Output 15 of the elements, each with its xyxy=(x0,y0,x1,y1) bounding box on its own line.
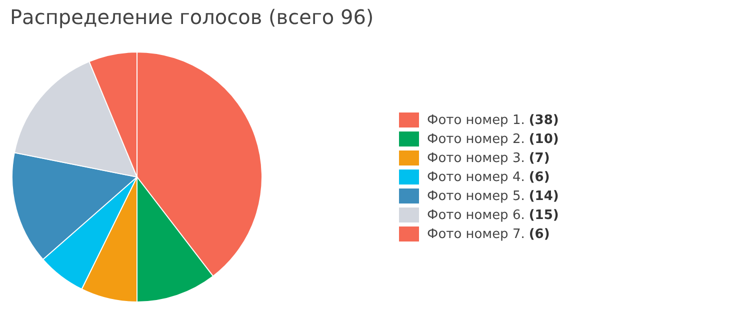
data-label: (38) xyxy=(528,113,559,128)
data-label: (6) xyxy=(528,227,550,242)
data-label: (6) xyxy=(528,170,550,185)
legend-label: Фото номер 5. xyxy=(427,189,525,204)
data-label: (10) xyxy=(528,132,559,147)
data-label: (15) xyxy=(528,208,559,223)
legend-label: Фото номер 2. xyxy=(427,132,525,147)
data-label: (14) xyxy=(528,189,559,204)
legend-label: Фото номер 6. xyxy=(427,208,525,223)
legend-label: Фото номер 7. xyxy=(427,227,525,242)
legend-label: Фото номер 1. xyxy=(427,113,525,128)
chart-title: Распределение голосов (всего 96) xyxy=(10,5,374,29)
legend-label: Фото номер 3. xyxy=(427,151,525,166)
legend-label: Фото номер 4. xyxy=(427,170,525,185)
data-label: (7) xyxy=(528,151,550,166)
